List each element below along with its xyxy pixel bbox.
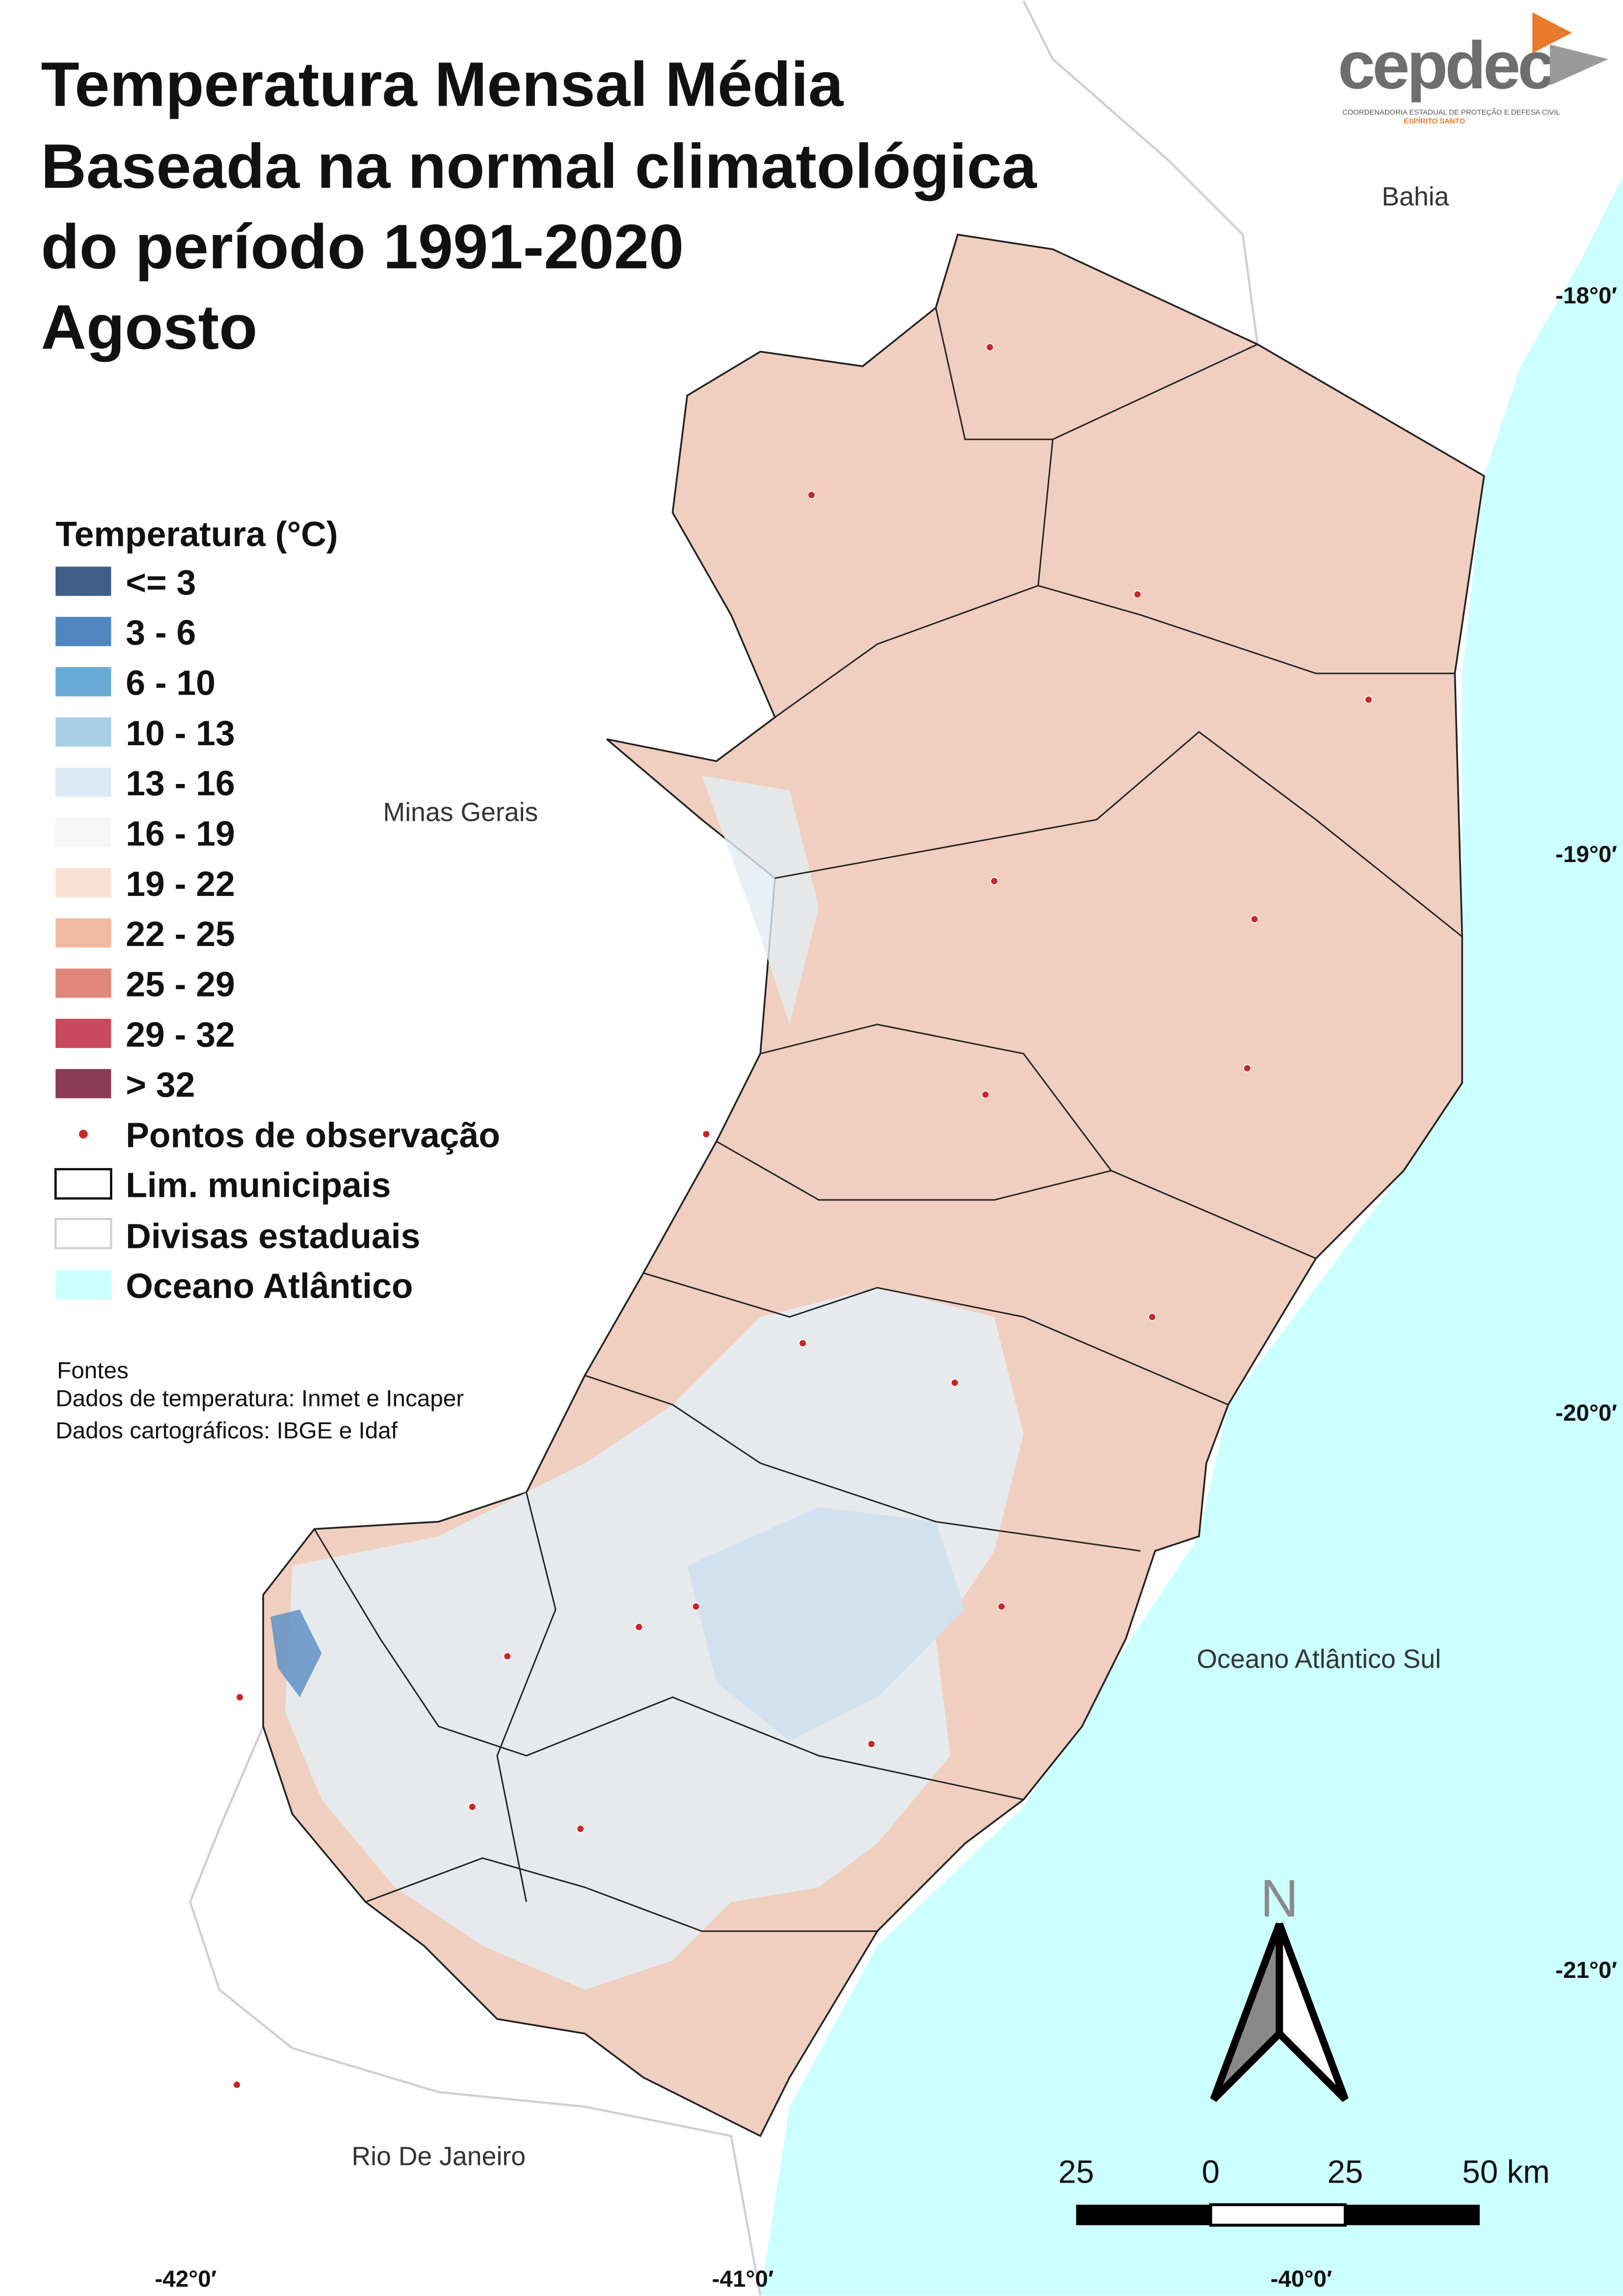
lat-label: -18°0′ — [1555, 283, 1617, 309]
logo-subtitle: COORDENADORIA ESTADUAL DE PROTEÇÃO E DEF… — [1342, 108, 1560, 117]
legend-label: 19 - 22 — [126, 864, 235, 904]
legend-label: Lim. municipais — [126, 1165, 391, 1205]
place-label: Minas Gerais — [383, 798, 538, 827]
legend: <= 3 3 - 6 6 - 10 10 - 13 13 - 16 16 - 19 19 -… — [55, 563, 235, 1105]
lon-label: -40°0′ — [1271, 2266, 1332, 2292]
legend-label: Pontos de observação — [126, 1116, 500, 1155]
logo: cepdec COORDENADORIA ESTADUAL DE PROTEÇÃ… — [1338, 12, 1609, 126]
sources-box: Dados de temperatura: Inmet e Incaper Da… — [55, 1387, 464, 1444]
legend-swatch — [55, 817, 111, 847]
observation-points — [233, 343, 1373, 2089]
logo-state: ESPÍRITO SANTO — [1404, 117, 1465, 126]
title-line: Temperatura Mensal Média — [41, 50, 844, 120]
cool-region — [687, 1507, 965, 1741]
cool-region — [285, 1288, 1024, 1990]
place-label: Rio De Janeiro — [351, 2142, 526, 2171]
legend-label: Divisas estaduais — [126, 1217, 420, 1256]
title-line: Baseada na normal climatológica — [41, 132, 1038, 202]
legend-swatch — [55, 717, 111, 747]
state-border — [188, 1726, 762, 2296]
state-border — [1022, 0, 1259, 345]
legend-swatch — [55, 567, 111, 596]
legend-swatch — [55, 868, 111, 897]
lat-label: -21°0′ — [1555, 1957, 1617, 1983]
legend-swatch — [55, 667, 111, 697]
legend-swatch — [55, 1019, 111, 1048]
place-label: Bahia — [1382, 182, 1449, 211]
title-line: do período 1991-2020 — [41, 212, 684, 282]
legend-label: <= 3 — [126, 563, 196, 602]
scale-label: 25 — [1327, 2154, 1363, 2189]
sources: Dados cartográficos: IBGE e Idaf — [55, 1419, 398, 1444]
legend-swatch — [55, 767, 111, 797]
scale-label: 50 km — [1462, 2154, 1549, 2189]
ocean — [760, 176, 1623, 2296]
sources: Fontes — [57, 1358, 129, 1384]
legend-label: 25 - 29 — [126, 965, 235, 1004]
place-label: Oceano Atlântico Sul — [1197, 1645, 1441, 1674]
legend-label: 6 - 10 — [126, 664, 215, 703]
legend-label: 29 - 32 — [126, 1015, 235, 1054]
municipal-limits — [314, 307, 1463, 1932]
legend-symbols — [54, 1130, 112, 1299]
cool-region — [702, 776, 819, 1025]
legend-label: > 32 — [126, 1065, 195, 1105]
lat-label: -20°0′ — [1555, 1400, 1617, 1426]
north-arrow: N — [1210, 1869, 1349, 2102]
legend-label: 22 - 25 — [126, 915, 235, 954]
cold-spot — [270, 1609, 322, 1698]
scale-bar — [1076, 2203, 1480, 2227]
legend-swatch — [55, 1069, 111, 1099]
legend-label: Oceano Atlântico — [126, 1267, 413, 1306]
legend-label: 10 - 13 — [126, 714, 235, 753]
legend-label: 16 - 19 — [126, 814, 235, 854]
legend-swatch — [55, 617, 111, 647]
legend-swatch — [55, 918, 111, 948]
legend-swatch — [55, 968, 111, 998]
title-line: Agosto — [41, 292, 257, 362]
lon-label: -42°0′ — [155, 2266, 216, 2292]
sources: Dados de temperatura: Inmet e Incaper — [55, 1387, 464, 1412]
legend-title: Temperatura (°C) — [55, 515, 338, 554]
north-label: N — [1260, 1869, 1298, 1928]
lat-label: -19°0′ — [1555, 841, 1617, 867]
legend-label: 3 - 6 — [126, 613, 196, 652]
lon-label: -41°0′ — [712, 2266, 774, 2292]
legend-label: 13 - 16 — [126, 764, 235, 803]
scale-label: 25 — [1058, 2154, 1094, 2189]
logo-name: cepdec — [1338, 28, 1553, 103]
scale-label: 0 — [1202, 2154, 1220, 2189]
